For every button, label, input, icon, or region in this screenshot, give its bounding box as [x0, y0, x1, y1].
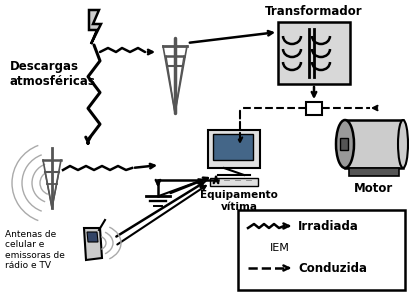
Text: Motor: Motor — [353, 182, 393, 195]
Ellipse shape — [335, 120, 353, 168]
Polygon shape — [89, 10, 101, 44]
Text: Antenas de
celular e
emissoras de
rádio e TV: Antenas de celular e emissoras de rádio … — [5, 230, 65, 270]
Bar — [344, 120, 402, 168]
Bar — [277, 22, 349, 84]
Bar — [209, 178, 257, 186]
Text: Conduzida: Conduzida — [297, 262, 366, 275]
Text: Transformador: Transformador — [265, 5, 362, 18]
Polygon shape — [84, 228, 102, 260]
Text: Irradiada: Irradiada — [297, 219, 358, 232]
Text: IEM: IEM — [270, 243, 289, 253]
Bar — [339, 138, 347, 150]
Bar — [213, 134, 252, 160]
Bar — [348, 168, 398, 176]
Polygon shape — [87, 232, 98, 242]
Text: Descargas
atmosféricas: Descargas atmosféricas — [10, 60, 96, 88]
Bar — [207, 130, 259, 168]
Text: Equipamento
vítima: Equipamento vítima — [200, 190, 277, 212]
Bar — [305, 102, 321, 115]
Bar — [237, 210, 404, 290]
Ellipse shape — [397, 120, 407, 168]
